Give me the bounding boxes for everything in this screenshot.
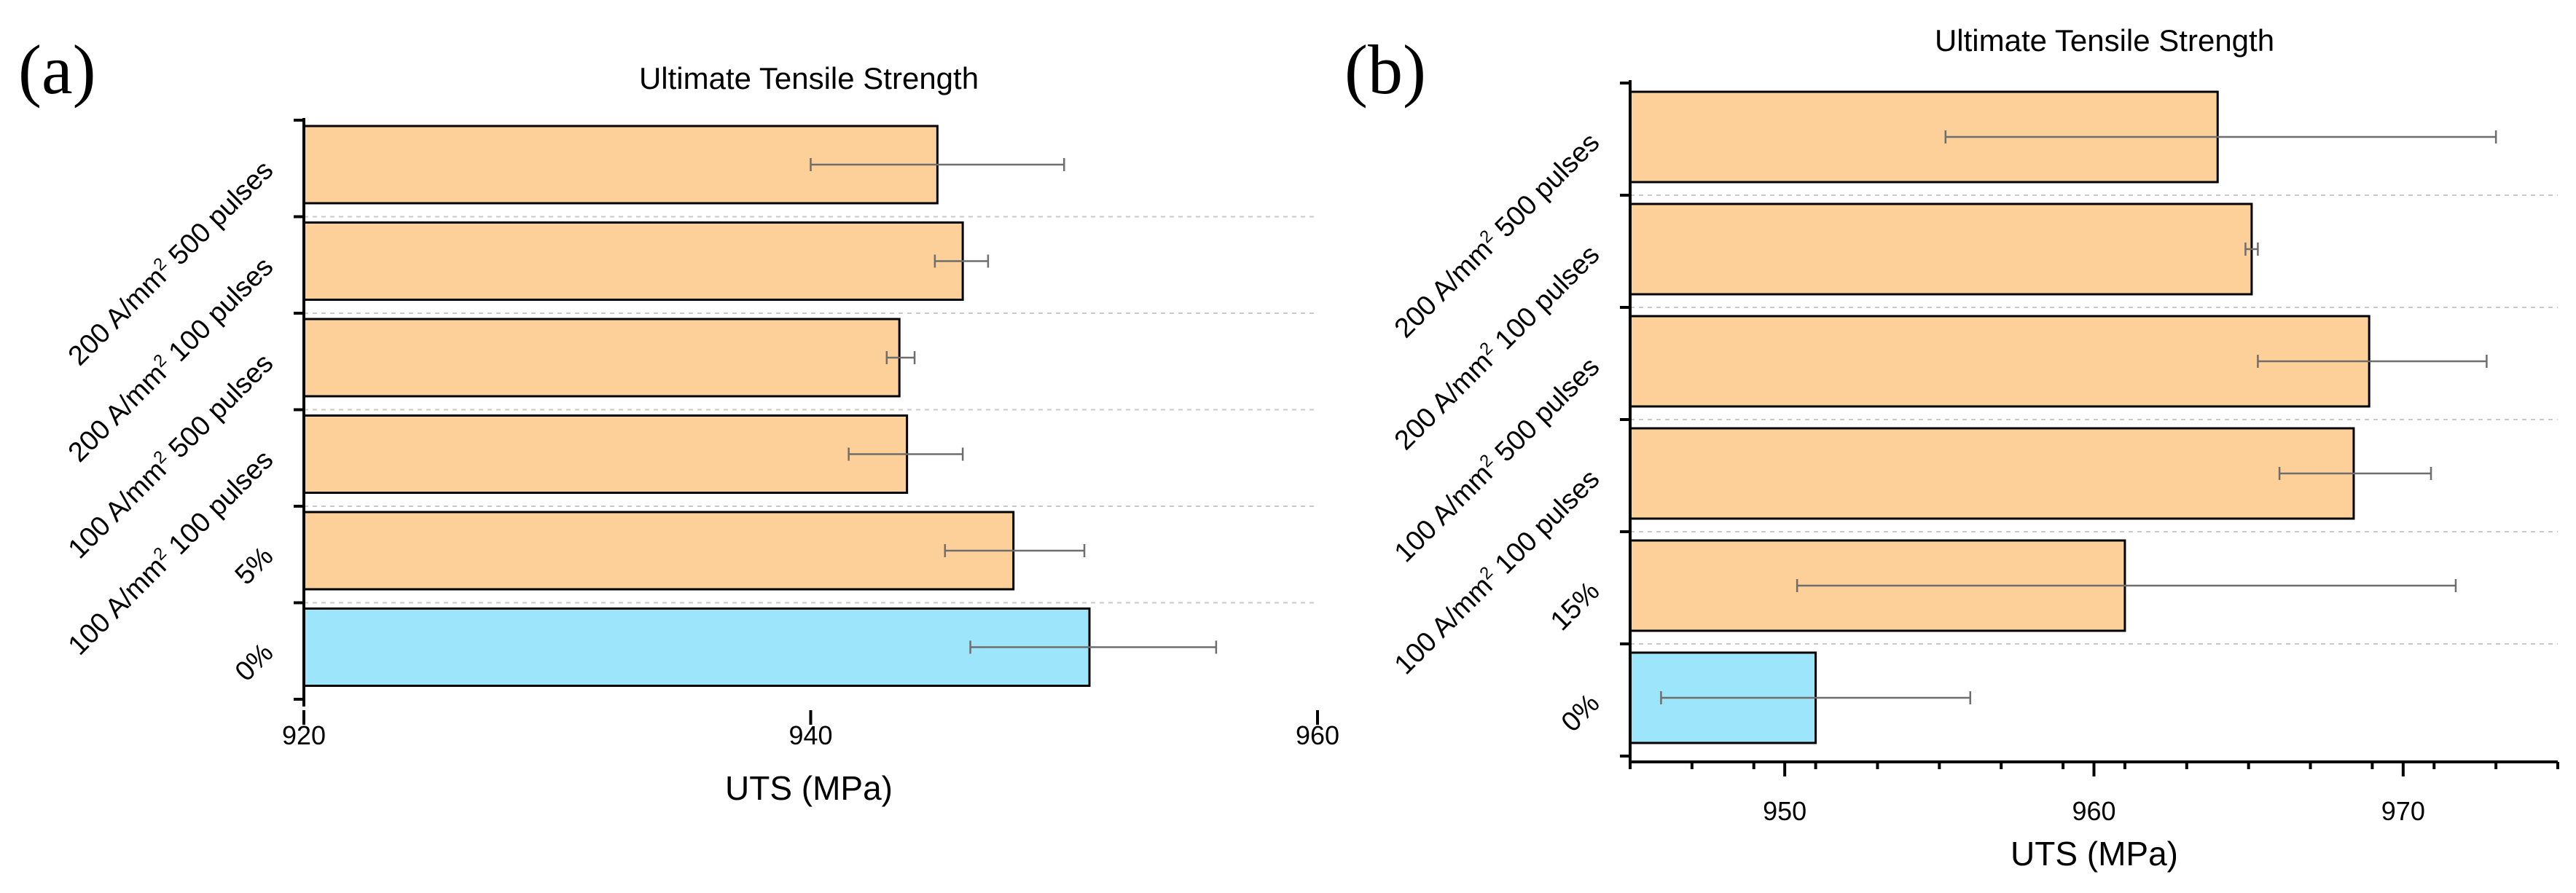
category-label-text: 100 A/mm xyxy=(1389,459,1499,569)
bar xyxy=(302,221,964,301)
bar xyxy=(1629,315,2371,408)
category-label: 100 A/mm2 500 pulses xyxy=(1387,350,1605,568)
x-tick-label: 960 xyxy=(2072,796,2115,826)
x-tick-label: 960 xyxy=(1296,720,1339,750)
category-label-text: 100 pulses xyxy=(1484,464,1605,586)
category-label-text: 500 pulses xyxy=(1484,352,1605,473)
category-label: 5% xyxy=(230,541,280,591)
panel-a: (a) Ultimate Tensile Strength UTS (MPa) … xyxy=(18,31,1339,807)
x-axis-label-a: UTS (MPa) xyxy=(725,769,893,807)
category-label-text: 100 A/mm xyxy=(1389,571,1499,681)
category-label: 100 A/mm2 100 pulses xyxy=(1387,463,1605,680)
category-label: 200 A/mm2 500 pulses xyxy=(1387,126,1605,344)
category-label-text: 5% xyxy=(230,541,280,591)
category-label-text: 100 pulses xyxy=(1484,240,1605,361)
category-label-text: 15% xyxy=(1545,576,1605,637)
category-label: 200 A/mm2 100 pulses xyxy=(1387,238,1605,456)
panel-letter-b: (b) xyxy=(1344,31,1426,109)
category-label: 0% xyxy=(1556,688,1606,739)
panel-b: (b) Ultimate Tensile Strength UTS (MPa) … xyxy=(1344,23,2559,873)
bar xyxy=(302,414,909,494)
x-tick-label: 920 xyxy=(282,720,326,750)
x-tick-label: 940 xyxy=(788,720,832,750)
category-label-text: 0% xyxy=(230,637,280,688)
category-label-text: 200 A/mm xyxy=(1389,235,1499,345)
category-label-text: 200 A/mm xyxy=(1389,347,1499,457)
bar xyxy=(302,511,1015,591)
x-tick-label: 970 xyxy=(2381,796,2425,826)
bar xyxy=(1629,427,2355,520)
bar xyxy=(302,318,901,398)
category-label: 0% xyxy=(230,637,280,688)
category-label-text: 500 pulses xyxy=(1484,127,1605,249)
panel-letter-a: (a) xyxy=(18,31,96,109)
category-label-text: 100 A/mm xyxy=(63,551,173,661)
x-axis-label-b: UTS (MPa) xyxy=(2011,835,2178,873)
chart-title-a: Ultimate Tensile Strength xyxy=(639,61,979,95)
chart-title-b: Ultimate Tensile Strength xyxy=(1935,23,2274,58)
category-label-text: 0% xyxy=(1556,688,1606,739)
x-tick-label: 950 xyxy=(1763,796,1806,826)
category-label: 15% xyxy=(1545,576,1605,637)
bar xyxy=(1629,202,2253,296)
